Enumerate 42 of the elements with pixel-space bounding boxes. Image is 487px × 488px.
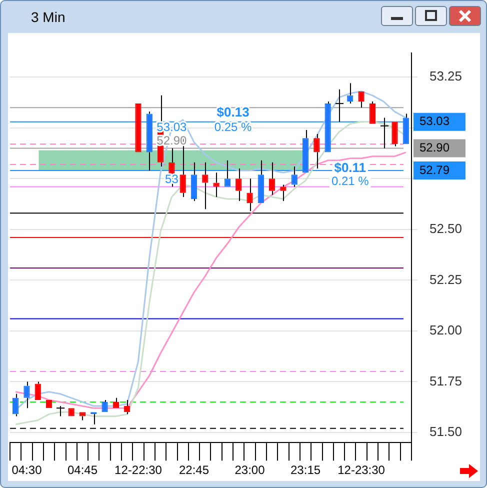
annotation: 0.25 % [214, 120, 252, 134]
candlestick [369, 101, 376, 124]
y-tick-label: 52.00 [429, 322, 462, 338]
candlestick [324, 101, 331, 152]
candlestick [213, 172, 220, 198]
candlestick [202, 162, 208, 210]
y-tick-label: 51.75 [429, 373, 462, 388]
candlestick [347, 82, 354, 104]
x-tick-label: 22:45 [178, 463, 210, 478]
x-tick-label: 04:45 [67, 463, 98, 478]
candlestick [280, 184, 286, 202]
candlestick [12, 393, 19, 417]
candlestick [79, 412, 86, 421]
annotation: 0.21 % [331, 174, 370, 188]
y-tick-label: 52.50 [429, 221, 462, 236]
candlestick [124, 399, 130, 415]
candlestick [190, 162, 198, 202]
y-tick-label: 51.50 [429, 424, 462, 440]
ref-line-label: 52.90 [419, 140, 450, 155]
candlestick [402, 113, 409, 144]
x-tick-label: 23:15 [290, 463, 321, 478]
candlestick [236, 168, 242, 202]
candlestick [314, 134, 320, 170]
x-tick-label: 12-23:30 [338, 463, 386, 478]
x-tick-label: 23:00 [234, 463, 266, 478]
annotation: $0.11 [334, 160, 366, 176]
candlestick [146, 111, 152, 172]
chart-title: 3 Min [31, 9, 66, 25]
candlestick [258, 160, 264, 204]
y-tick-label: 53.25 [429, 68, 462, 84]
candlestick [392, 122, 398, 147]
ref-line-label: 53.03 [419, 114, 450, 128]
candlestick [302, 129, 309, 173]
x-tick-label: 04:30 [12, 463, 42, 478]
candlestick [34, 381, 41, 400]
candlestick [112, 397, 120, 408]
y-tick-label: 52.25 [429, 272, 462, 287]
candlestick [269, 162, 276, 196]
candlestick [24, 381, 30, 409]
annotation: $0.13 [216, 104, 250, 120]
x-tick-label: 12-22:30 [114, 463, 162, 478]
ref-line-label: 52.79 [419, 162, 450, 177]
